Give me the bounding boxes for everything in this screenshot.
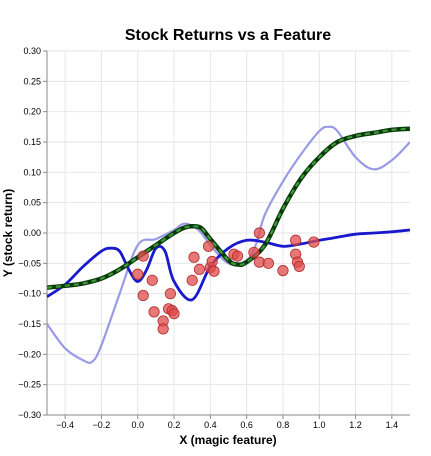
scatter-point [308, 236, 320, 248]
chart-title: Stock Returns vs a Feature [125, 27, 331, 44]
y-tick-label: −0.25 [18, 380, 41, 390]
scatter-point [137, 250, 149, 262]
scatter-point [253, 227, 265, 239]
y-tick-label: −0.20 [18, 349, 41, 359]
y-tick-label: 0.05 [23, 198, 41, 208]
scatter-point [137, 289, 149, 302]
series-green-dashed-line [47, 127, 410, 289]
scatter-point [193, 263, 206, 275]
scatter-point [231, 250, 244, 262]
series-dark-blue-line [47, 228, 410, 302]
x-tick-label: 1.2 [349, 420, 362, 430]
y-tick-label: 0.30 [23, 46, 41, 56]
x-tick-label: 0.4 [204, 420, 217, 430]
scatter-point [132, 268, 144, 280]
y-tick-label: 0.10 [23, 167, 41, 177]
x-tick-label: −0.4 [56, 420, 74, 430]
x-tick-label: 0.8 [277, 420, 290, 430]
scatter-point [262, 257, 275, 269]
x-axis-label: X (magic feature) [179, 433, 276, 447]
x-tick-label: 1.4 [386, 420, 399, 430]
y-tick-label: 0.20 [23, 107, 41, 117]
y-tick-label: −0.30 [18, 410, 41, 420]
x-tick-label: 1.0 [313, 420, 326, 430]
scatter-points [132, 227, 320, 335]
scatter-point [146, 274, 158, 286]
x-tick-label: −0.2 [93, 420, 111, 430]
scatter-point [148, 306, 160, 318]
scatter-point [206, 255, 218, 268]
y-ticks: 0.30 0.25 0.20 0.15 0.10 0.05 0.00 −0.05 −0.10 −0… [18, 46, 47, 420]
x-tick-label: 0.6 [240, 420, 253, 430]
y-tick-label: −0.10 [18, 289, 41, 299]
scatter-point [290, 234, 302, 246]
x-ticks: −0.4 −0.2 0.0 0.2 0.4 0.6 0.8 1.0 1.2 1.4 [56, 415, 398, 430]
y-tick-label: 0.25 [23, 76, 41, 86]
scatter-point [248, 246, 260, 259]
scatter-point [164, 288, 177, 300]
scatter-point [208, 265, 220, 277]
scatter-point [202, 240, 215, 252]
x-tick-label: 0.0 [131, 420, 144, 430]
scatter-point [157, 323, 169, 335]
scatter-point [293, 260, 305, 272]
series-group [47, 125, 410, 364]
y-axis-label: Y (stock return) [1, 189, 15, 277]
scatter-point [186, 274, 198, 286]
scatter-point [188, 251, 200, 263]
y-tick-label: −0.15 [18, 319, 41, 329]
x-tick-label: 0.2 [168, 420, 181, 430]
scatter-point [277, 265, 289, 277]
y-tick-label: −0.05 [18, 258, 41, 268]
y-tick-label: 0.15 [23, 137, 41, 147]
y-tick-label: 0.00 [23, 228, 41, 238]
scatter-point [168, 308, 180, 320]
